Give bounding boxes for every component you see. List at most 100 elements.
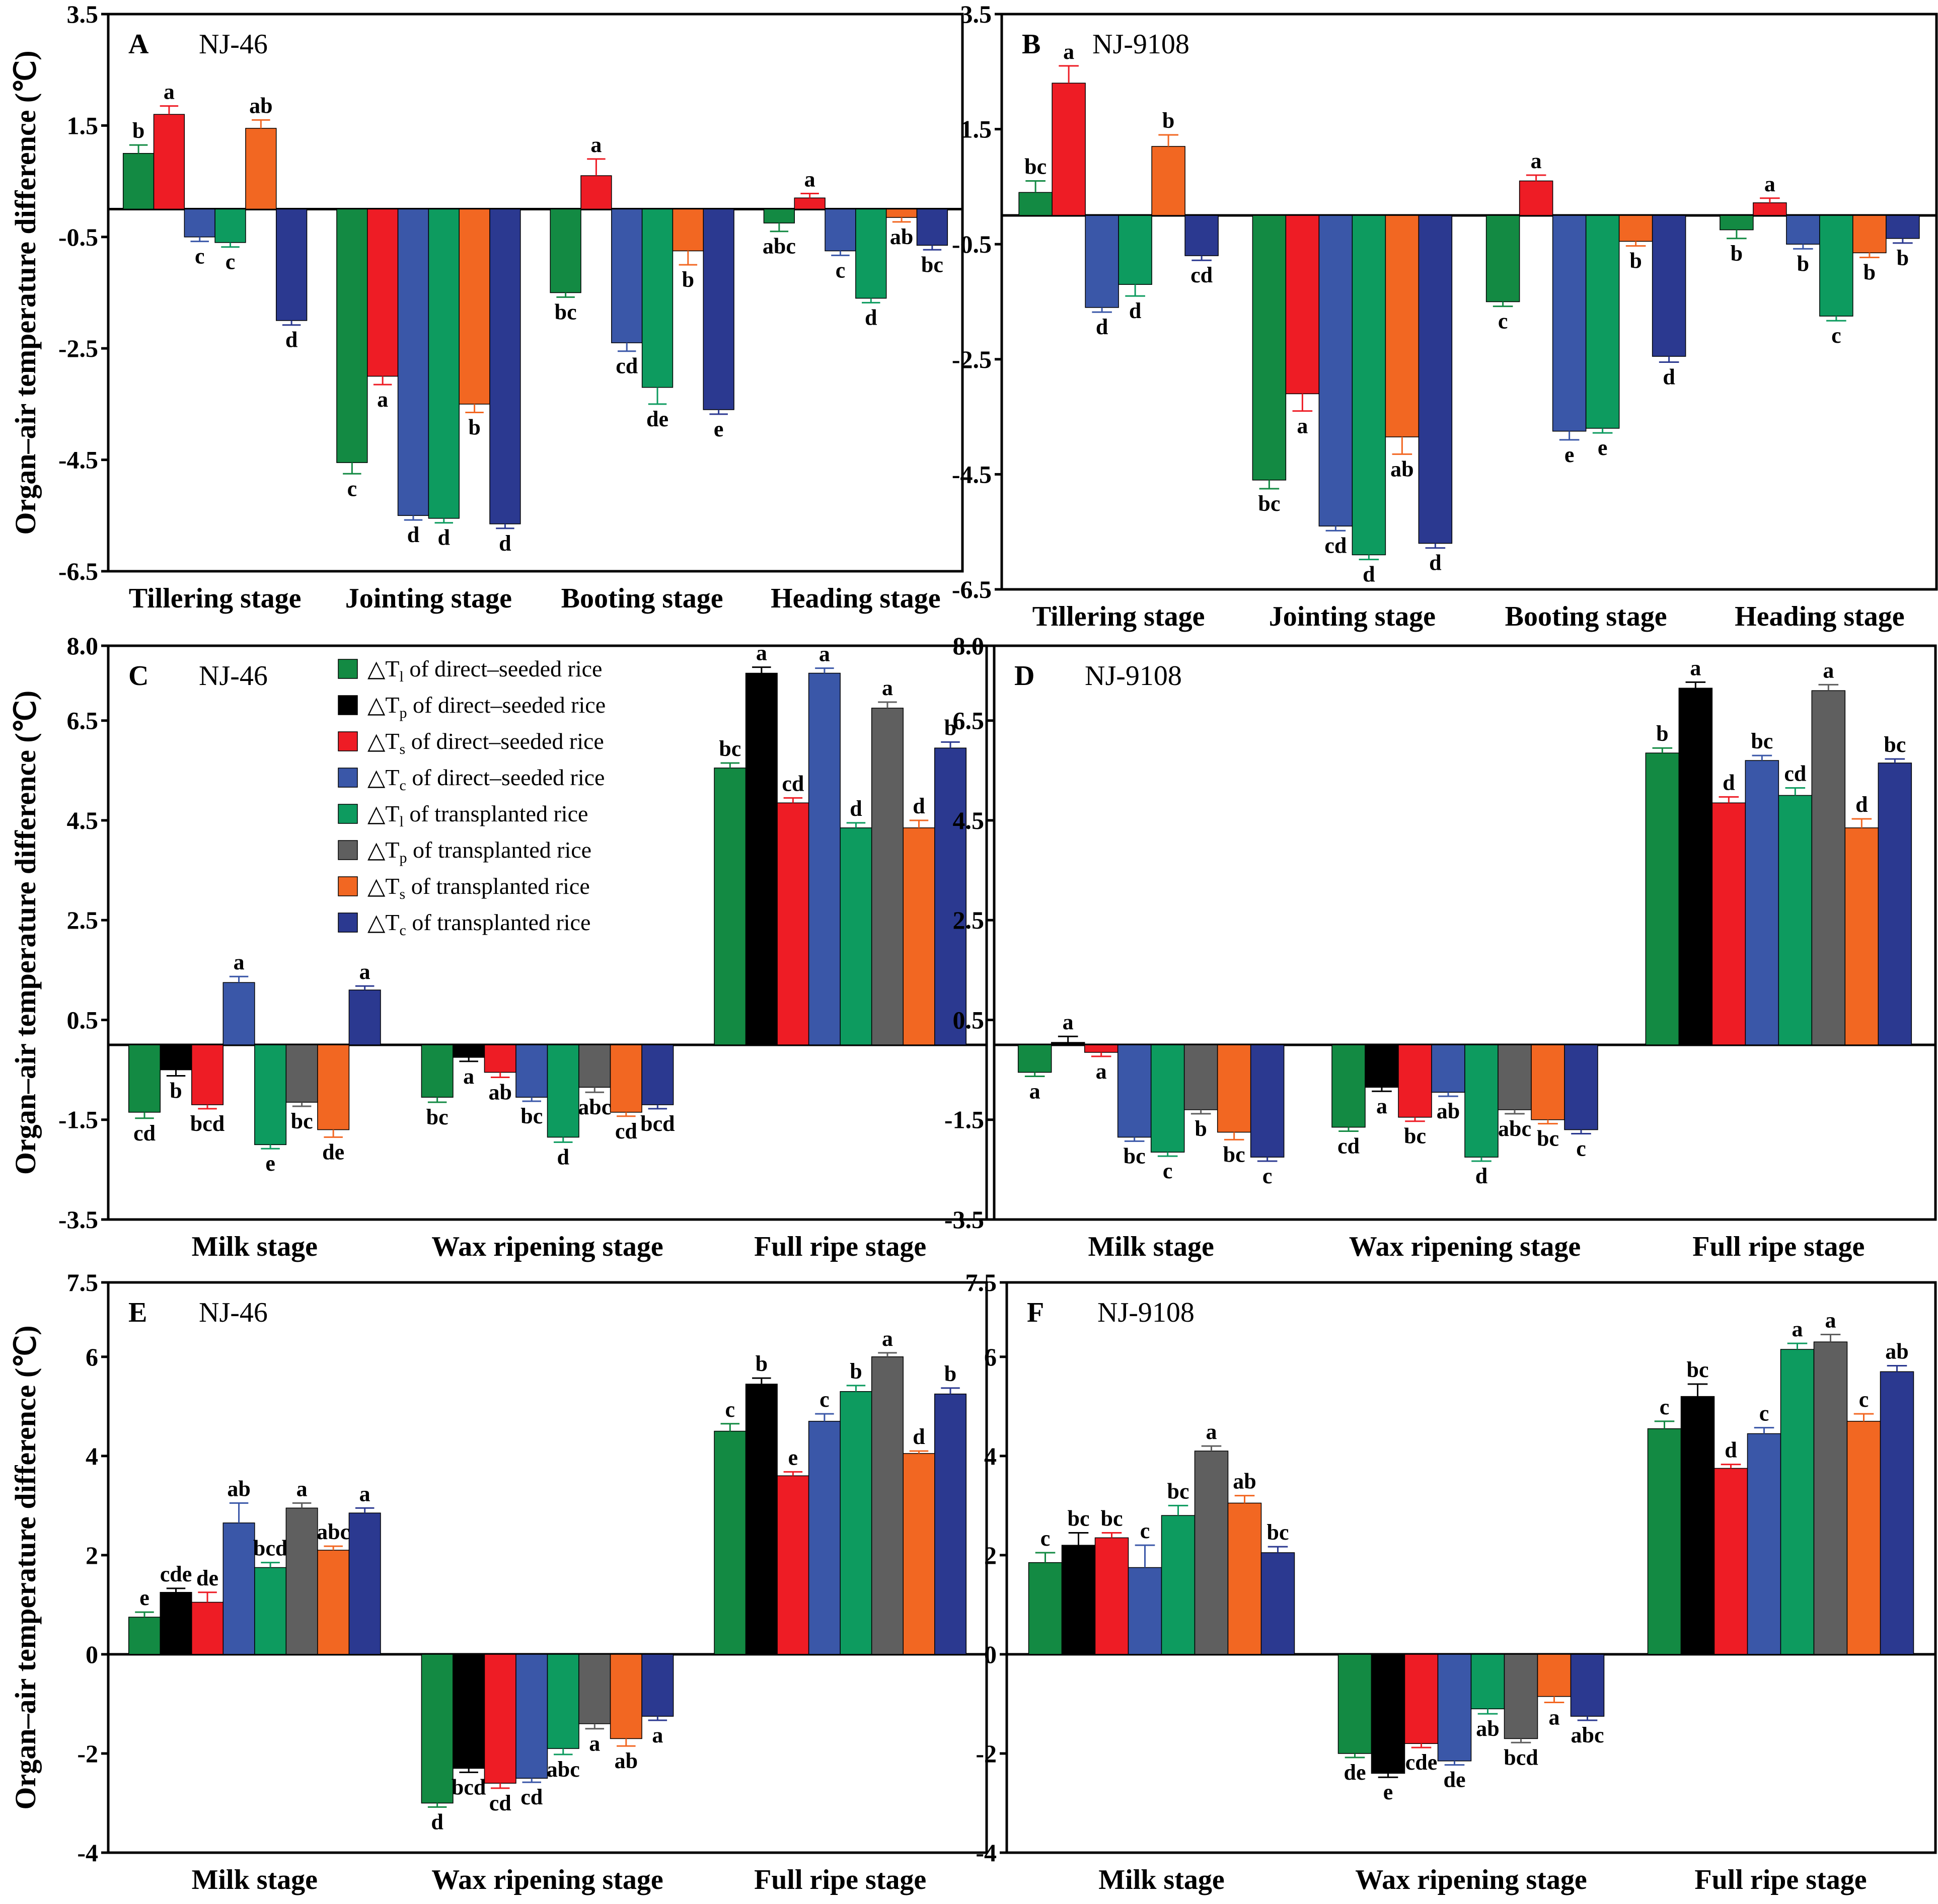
bar (1844, 827, 1879, 1045)
significance-label: c (1759, 1401, 1769, 1426)
bar (1085, 215, 1119, 308)
significance-label: a (1792, 1317, 1803, 1341)
y-tick-label: -4 (976, 1839, 997, 1867)
bar (1778, 795, 1813, 1045)
category-label: Full ripe stage (1692, 1231, 1865, 1262)
bar (934, 1393, 967, 1655)
y-tick-label: -1.5 (944, 1106, 984, 1134)
significance-label: d (1475, 1164, 1487, 1188)
bar (1813, 1341, 1848, 1655)
significance-label: b (132, 118, 144, 143)
bar (1051, 1042, 1085, 1045)
legend-symbol: T (385, 656, 399, 681)
significance-label: cd (615, 1119, 637, 1144)
significance-label: c (1859, 1387, 1869, 1412)
significance-label: cd (1784, 761, 1806, 786)
y-tick-label: 7.5 (965, 1268, 997, 1297)
plot-frame (1000, 13, 1938, 591)
bar (1519, 180, 1553, 216)
significance-label: bc (1537, 1126, 1559, 1151)
bar (222, 1522, 255, 1655)
significance-label: a (1096, 1059, 1107, 1084)
significance-label: cd (1337, 1134, 1360, 1159)
panel-title: NJ-46 (199, 1297, 268, 1328)
legend-entry: △Tl of direct–seeded rice (367, 656, 602, 685)
legend-entry: △Ts of transplanted rice (367, 873, 590, 902)
bar (641, 208, 674, 388)
significance-label: abc (317, 1519, 350, 1544)
bar (1564, 1044, 1598, 1130)
legend-entry: △Tp of direct–seeded rice (367, 692, 606, 721)
plot-frame (107, 1281, 988, 1854)
bar (1819, 215, 1853, 317)
bar (160, 1044, 192, 1071)
y-tick-label: 0.5 (953, 1006, 985, 1034)
bar (1117, 1044, 1152, 1138)
bar (1418, 215, 1453, 544)
bar (1337, 1654, 1372, 1754)
bar (1678, 688, 1713, 1045)
bar (1498, 1044, 1532, 1110)
significance-label: e (714, 417, 724, 441)
significance-label: a (359, 1481, 370, 1506)
significance-label: a (296, 1476, 308, 1501)
legend-delta: △ (367, 765, 386, 790)
significance-label: de (196, 1566, 218, 1590)
legend-symbol: T (385, 728, 399, 754)
legend-entry: △Tl of transplanted rice (367, 801, 588, 830)
bar (1745, 760, 1779, 1045)
legend-symbol: T (385, 873, 399, 899)
bar (777, 1475, 809, 1655)
y-tick-label: -6.5 (58, 557, 98, 585)
significance-label: d (1723, 770, 1735, 795)
legend-text: of direct–seeded rice (406, 765, 605, 790)
bar (703, 208, 734, 410)
y-tick-label: -3.5 (58, 1205, 98, 1234)
category-label: Wax ripening stage (1355, 1864, 1587, 1895)
y-tick-label: 8.0 (67, 632, 99, 660)
significance-label: d (865, 305, 877, 330)
plot-frame (107, 644, 988, 1221)
significance-label: cd (489, 1791, 511, 1815)
y-tick-label: -4.5 (952, 460, 992, 488)
significance-label: a (1549, 1705, 1560, 1729)
plot-frame (993, 644, 1937, 1221)
bar (1852, 215, 1887, 254)
y-tick-label: -6.5 (952, 575, 992, 603)
bar (1585, 215, 1620, 429)
bar (489, 208, 521, 524)
significance-label: b (682, 267, 694, 292)
significance-label: bc (719, 736, 741, 761)
significance-label: b (850, 1359, 862, 1384)
y-tick-label: 4.5 (67, 806, 99, 834)
bar (1398, 1044, 1432, 1118)
y-tick-label: -2 (976, 1739, 997, 1768)
legend-swatch (338, 804, 358, 824)
significance-label: a (652, 1723, 663, 1747)
legend-subscript: s (400, 886, 406, 902)
bar (808, 1421, 841, 1655)
category-label: Booting stage (1505, 601, 1667, 632)
significance-label: e (1564, 442, 1575, 467)
significance-label: c (1498, 309, 1508, 334)
significance-label: e (788, 1445, 798, 1470)
legend-subscript: s (400, 741, 406, 757)
significance-label: abc (1571, 1723, 1604, 1747)
significance-label: a (377, 387, 388, 412)
significance-label: d (499, 531, 511, 556)
significance-label: a (1690, 655, 1701, 680)
significance-label: e (1383, 1780, 1393, 1804)
significance-label: b (756, 1351, 768, 1376)
significance-label: d (438, 525, 450, 550)
significance-label: abc (763, 234, 796, 259)
bar (1318, 215, 1353, 527)
significance-label: d (913, 1424, 925, 1449)
significance-label: a (804, 167, 815, 191)
category-label: Heading stage (771, 583, 941, 614)
significance-label: e (139, 1585, 150, 1610)
significance-label: cd (520, 1785, 543, 1809)
legend-swatch (338, 840, 358, 860)
bar (1811, 690, 1846, 1045)
